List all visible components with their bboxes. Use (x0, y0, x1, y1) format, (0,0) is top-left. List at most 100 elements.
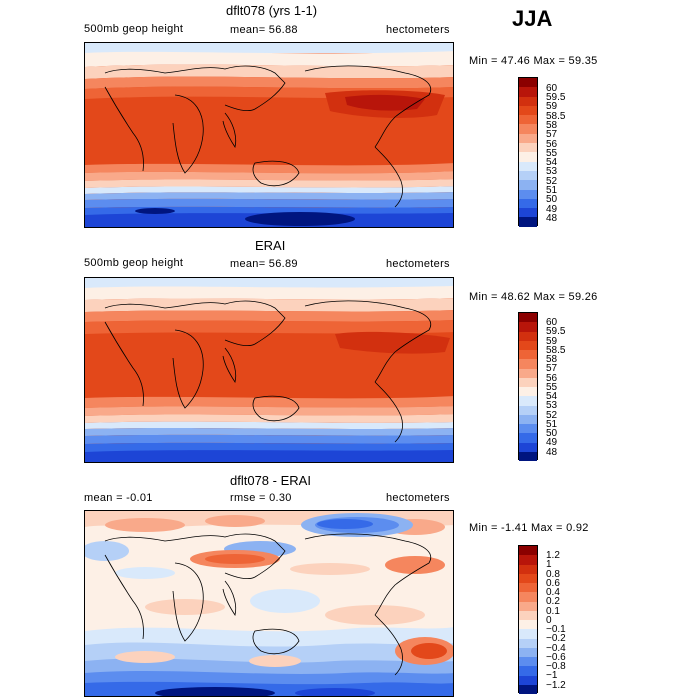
panel-1-tick: 59.5 (546, 92, 566, 103)
panel-1-colorbar-swatch (519, 161, 537, 171)
panel-1-tick: 51 (546, 185, 558, 196)
panel-2-colorbar-swatch (519, 331, 537, 341)
panel-1-tick: 54 (546, 157, 558, 168)
panel-3-colorbar-swatch (519, 684, 537, 694)
panel-1-tick: 58.5 (546, 111, 566, 122)
panel-3-colorbar-swatch (519, 675, 537, 685)
panel-2-tick: 59.5 (546, 326, 566, 337)
panel-2-map (84, 277, 454, 463)
panel-1-colorbar-swatch (519, 96, 537, 106)
panel-1-tick: 55 (546, 148, 558, 159)
panel-3-tick: 1.2 (546, 550, 560, 561)
panel-3-map-field (85, 511, 453, 696)
panel-1-colorbar-swatch (519, 152, 537, 162)
panel-3-title: dflt078 - ERAI (230, 473, 311, 488)
season-label: JJA (512, 6, 553, 31)
panel-3-colorbar-swatch (519, 666, 537, 676)
panel-1-colorbar-swatch (519, 133, 537, 144)
panel-3-tick: 0.8 (546, 569, 560, 580)
panel-2-colorbar-swatch (519, 414, 537, 424)
panel-2-colorbar-swatch (519, 359, 537, 369)
panel-2-tick: 52 (546, 410, 558, 421)
panel-1-colorbar-swatch (519, 78, 537, 88)
panel-2-tick: 51 (546, 419, 558, 430)
panel-2-map-field (85, 278, 453, 462)
panel-2-tick: 49 (546, 437, 558, 448)
panel-2-range-label: Min = 48.62 Max = 59.26 (469, 291, 598, 303)
panel-1-range-label: Min = 47.46 Max = 59.35 (469, 55, 598, 67)
panel-2-colorbar-swatch (519, 433, 537, 443)
panel-3-tick: −0.4 (546, 643, 566, 654)
panel-2-colorbar-swatch (519, 340, 537, 350)
panel-2-tick: 50 (546, 428, 558, 439)
panel-1-tick: 50 (546, 194, 558, 205)
panel-2-colorbar-swatch (519, 424, 537, 434)
panel-2-left-label: 500mb geop height (84, 257, 184, 269)
panel-3-colorbar-swatch (519, 638, 537, 648)
panel-1-map (84, 42, 454, 228)
panel-3-tick: 0.6 (546, 578, 560, 589)
panel-1-tick: 58 (546, 120, 558, 131)
panel-3-colorbar-swatch (519, 610, 537, 620)
panel-2-tick: 54 (546, 391, 558, 402)
panel-1-colorbar-swatch (519, 170, 537, 181)
panel-1-colorbar-swatch (519, 124, 537, 134)
panel-1-units-label: hectometers (386, 24, 450, 36)
panel-1-colorbar-swatch (519, 143, 537, 153)
panel-3-rmse-label: rmse = 0.30 (230, 492, 292, 504)
panel-2-tick: 58.5 (546, 345, 566, 356)
panel-2-colorbar-swatch (519, 350, 537, 360)
panel-1-colorbar-swatch (519, 208, 537, 218)
panel-1-tick: 57 (546, 129, 558, 140)
panel-2-colorbar (518, 312, 538, 461)
panel-2-colorbar-swatch (519, 377, 537, 387)
panel-3-colorbar-swatch (519, 601, 537, 611)
panel-2-colorbar-swatch (519, 396, 537, 406)
panel-2-mean-label: mean= 56.89 (230, 258, 298, 270)
panel-3-colorbar-swatch (519, 620, 537, 630)
panel-3-colorbar-swatch (519, 647, 537, 657)
panel-2-tick: 57 (546, 363, 558, 374)
panel-2-tick: 60 (546, 317, 558, 328)
panel-2-colorbar-swatch (519, 442, 537, 452)
panel-3-colorbar-swatch (519, 546, 537, 556)
panel-3-colorbar-swatch (519, 583, 537, 593)
panel-3-tick: −1.2 (546, 680, 566, 691)
panel-3-colorbar-swatch (519, 592, 537, 602)
panel-3-colorbar-swatch (519, 564, 537, 574)
panel-2-colorbar-swatch (519, 451, 537, 461)
panel-2-colorbar-swatch (519, 313, 537, 323)
panel-1-tick: 48 (546, 213, 558, 224)
panel-3-colorbar-swatch (519, 657, 537, 667)
panel-1-tick: 53 (546, 166, 558, 177)
panel-3-tick: 0 (546, 615, 552, 626)
panel-1-tick: 59 (546, 101, 558, 112)
panel-1-tick: 49 (546, 204, 558, 215)
panel-3-tick: 0.2 (546, 596, 560, 607)
panel-1-colorbar-swatch (519, 105, 537, 116)
panel-2-tick: 59 (546, 336, 558, 347)
panel-3-mean-label: mean = -0.01 (84, 492, 153, 504)
panel-1-colorbar (518, 77, 538, 227)
panel-1-colorbar-swatch (519, 87, 537, 97)
panel-3-map (84, 510, 454, 697)
panel-1-left-label: 500mb geop height (84, 23, 184, 35)
panel-3-units-label: hectometers (386, 492, 450, 504)
panel-1-tick: 60 (546, 83, 558, 94)
panel-3-tick: 0.4 (546, 587, 560, 598)
panel-1-colorbar-swatch (519, 198, 537, 209)
panel-2-tick: 58 (546, 354, 558, 365)
panel-3-tick: −0.8 (546, 661, 566, 672)
panel-2-colorbar-swatch (519, 387, 537, 397)
panel-2-title: ERAI (255, 238, 286, 253)
panel-1-colorbar-swatch (519, 180, 537, 190)
panel-2-colorbar-swatch (519, 368, 537, 378)
panel-2-tick: 48 (546, 447, 558, 458)
panel-2-tick: 55 (546, 382, 558, 393)
panel-3-colorbar-swatch (519, 629, 537, 639)
panel-2-units-label: hectometers (386, 258, 450, 270)
panel-2-colorbar-swatch (519, 405, 537, 415)
panel-1-map-field (85, 43, 453, 227)
panel-3-tick: −0.1 (546, 624, 566, 635)
panel-3-colorbar (518, 545, 538, 694)
